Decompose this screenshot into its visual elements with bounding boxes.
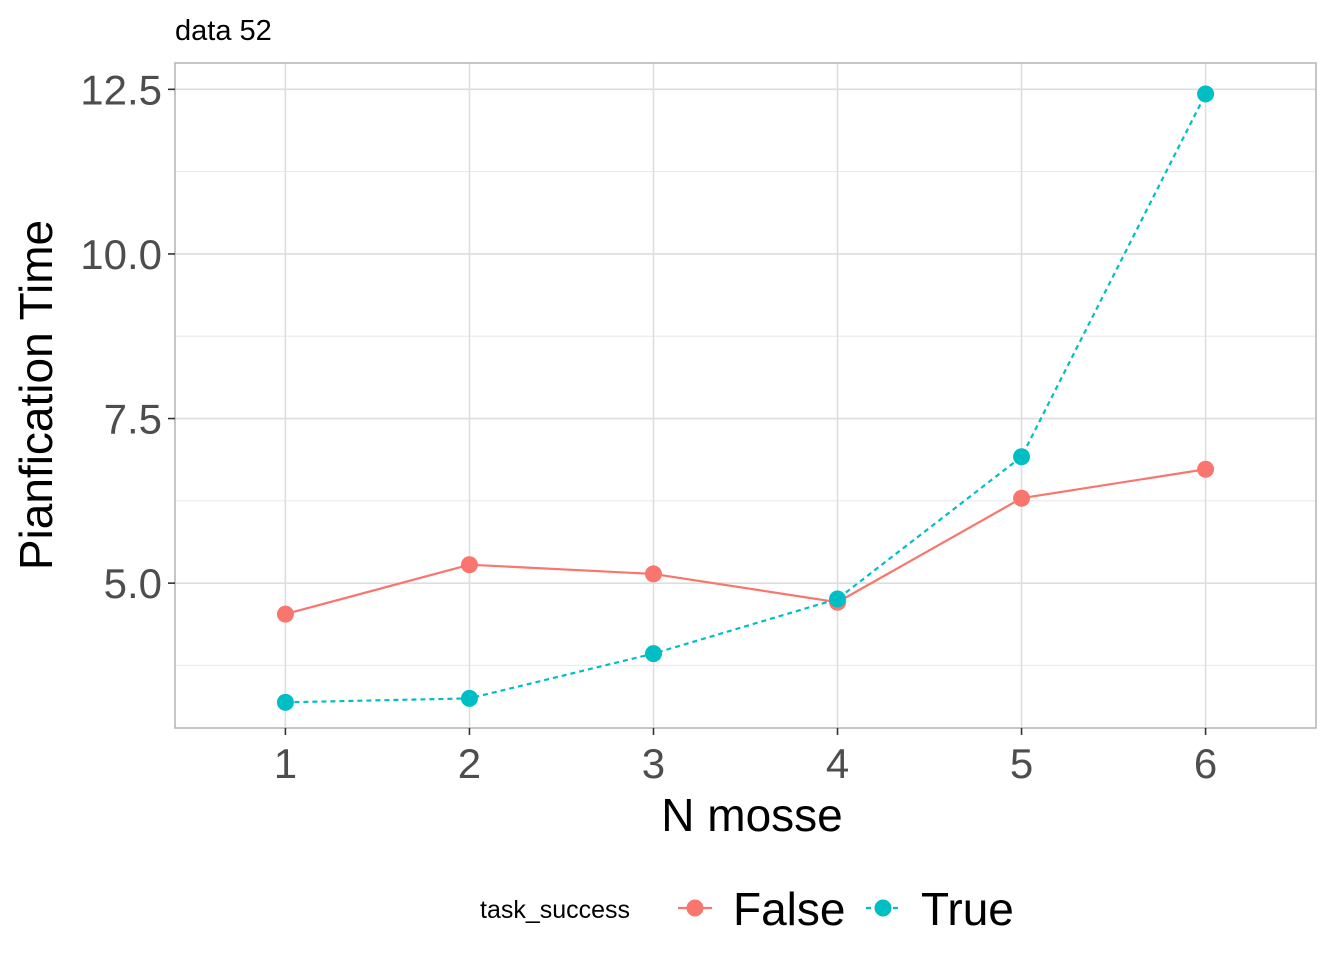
- x-tick-label: 3: [642, 740, 665, 787]
- data-point-false: [1013, 489, 1031, 507]
- grid: [175, 63, 1316, 728]
- legend-key-false: [678, 899, 712, 917]
- data-point-true: [1197, 85, 1215, 103]
- data-point-false: [644, 565, 662, 583]
- legend-items: False True: [678, 883, 1014, 935]
- data-point-true: [644, 645, 662, 663]
- legend: task_success False True: [480, 883, 1014, 935]
- data-point-true: [829, 590, 847, 608]
- data-point-false: [1197, 460, 1215, 478]
- data-point-false: [460, 556, 478, 574]
- legend-label-false: False: [733, 883, 845, 935]
- x-axis-ticks: 1 2 3 4 5 6: [274, 728, 1217, 787]
- x-tick-label: 4: [826, 740, 849, 787]
- y-tick-label: 5.0: [104, 560, 162, 607]
- x-tick-label: 5: [1010, 740, 1033, 787]
- x-tick-label: 2: [458, 740, 481, 787]
- y-axis-ticks: 5.0 7.5 10.0 12.5: [80, 66, 175, 607]
- plot-panel-border: [174, 62, 1317, 729]
- series-line-true: [285, 93, 1207, 704]
- series-line-false: [285, 468, 1206, 616]
- legend-title: task_success: [480, 896, 630, 924]
- y-tick-label: 7.5: [104, 396, 162, 443]
- x-tick-label: 6: [1194, 740, 1217, 787]
- legend-key-marker: [686, 899, 704, 917]
- legend-key-true: [866, 899, 900, 917]
- series-layer: [276, 85, 1215, 711]
- y-tick-label: 10.0: [80, 231, 162, 278]
- chart-title: data 52: [175, 15, 272, 47]
- y-axis-title: Pianfication Time: [10, 220, 62, 570]
- data-point-true: [276, 693, 294, 711]
- y-tick-label: 12.5: [80, 66, 162, 113]
- data-point-false: [276, 605, 294, 623]
- legend-label-true: True: [921, 883, 1014, 935]
- legend-key-marker: [874, 899, 892, 917]
- data-point-true: [460, 689, 478, 707]
- x-axis-title: N mosse: [661, 789, 842, 841]
- x-tick-label: 1: [274, 740, 297, 787]
- data-point-true: [1013, 448, 1031, 466]
